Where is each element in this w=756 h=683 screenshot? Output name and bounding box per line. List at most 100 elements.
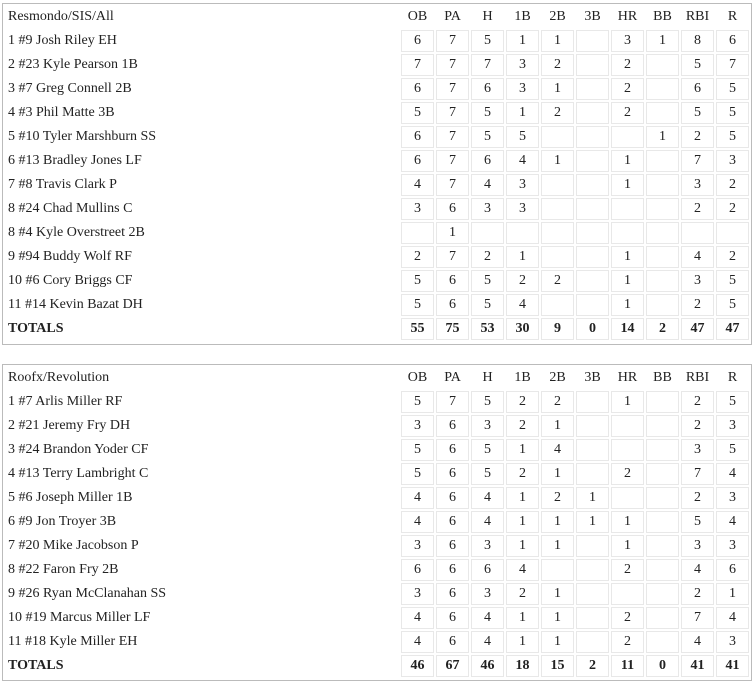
stat-cell: 1 [506,487,539,509]
stat-cell [716,222,749,244]
player-row: 9 #94 Buddy Wolf RF 2 7 2 1 1 4 2 [5,246,749,268]
stat-cell: 2 [611,78,644,100]
stat-cell: 4 [506,150,539,172]
total-cell: 15 [541,655,574,677]
stat-cell: 1 [576,511,609,533]
stat-cell: 2 [541,270,574,292]
stat-cell: 7 [436,391,469,413]
stat-cell [646,511,679,533]
stat-cell: 1 [541,463,574,485]
stat-cell: 6 [436,487,469,509]
stat-cell [541,294,574,316]
player-name: 5 #6 Joseph Miller 1B [8,490,133,505]
player-name: 6 #9 Jon Troyer 3B [8,514,117,529]
column-header: 1B [514,370,531,385]
stat-cell: 6 [436,270,469,292]
stat-cell [646,294,679,316]
stat-cell [611,487,644,509]
stat-cell: 1 [506,246,539,268]
stat-cell: 2 [681,391,714,413]
player-name: 7 #20 Mike Jacobson P [8,538,139,553]
stat-cell [646,198,679,220]
player-row: 6 #9 Jon Troyer 3B 4 6 4 1 1 1 1 5 4 [5,511,749,533]
stat-cell: 3 [611,30,644,52]
stat-cell: 1 [541,631,574,653]
player-row: 1 #9 Josh Riley EH 6 7 5 1 1 3 1 8 6 [5,30,749,52]
stat-cell [576,415,609,437]
stat-cell: 4 [401,174,434,196]
stat-cell: 3 [716,631,749,653]
stat-cell [646,174,679,196]
stat-cell [646,559,679,581]
totals-label: TOTALS [8,321,64,336]
stat-cell [646,54,679,76]
stat-cell: 3 [401,535,434,557]
stat-cell: 7 [681,607,714,629]
stat-cell: 6 [436,198,469,220]
column-header: 3B [584,370,601,385]
stat-cell: 2 [541,54,574,76]
stat-cell: 1 [541,150,574,172]
stat-cell: 3 [506,198,539,220]
stat-cell: 1 [506,607,539,629]
stat-cell: 1 [611,294,644,316]
stat-cell [646,631,679,653]
stat-cell: 5 [716,294,749,316]
stat-cell: 3 [471,415,504,437]
stat-cell: 5 [506,126,539,148]
stat-cell [576,174,609,196]
total-cell: 75 [436,318,469,340]
stat-cell: 7 [436,78,469,100]
stat-cell [646,102,679,124]
stat-cell [471,222,504,244]
stat-cell [611,415,644,437]
stat-cell: 4 [506,294,539,316]
stat-cell: 2 [681,198,714,220]
stat-cell [646,607,679,629]
player-name: 4 #3 Phil Matte 3B [8,105,115,120]
stat-cell: 6 [436,415,469,437]
column-header: BB [653,9,672,24]
total-cell: 11 [611,655,644,677]
stat-cell: 1 [611,270,644,292]
stat-cell: 4 [681,559,714,581]
stat-cell: 1 [576,487,609,509]
stat-cell [646,463,679,485]
stat-cell: 7 [436,54,469,76]
stat-cell [576,294,609,316]
column-header: RBI [685,9,710,24]
stat-cell: 2 [716,198,749,220]
total-cell: 9 [541,318,574,340]
stat-cell [576,631,609,653]
stat-cell: 5 [716,102,749,124]
stat-cell: 3 [401,198,434,220]
stat-cell: 5 [401,294,434,316]
stat-cell: 3 [471,583,504,605]
player-name: 8 #22 Faron Fry 2B [8,562,119,577]
player-row: 2 #21 Jeremy Fry DH 3 6 3 2 1 2 3 [5,415,749,437]
stat-cell: 2 [541,487,574,509]
stat-cell: 1 [611,391,644,413]
stat-cell: 2 [506,415,539,437]
stat-cell [646,391,679,413]
stat-cell: 6 [401,559,434,581]
stat-cell [541,246,574,268]
stat-cell: 6 [436,583,469,605]
stat-cell [611,222,644,244]
stat-cell: 5 [471,294,504,316]
team-box-score-roofx: Roofx/Revolution OB PA H 1B 2B 3B HR BB RBI R 1 #7 … [2,364,752,681]
stat-cell [646,78,679,100]
stat-cell: 3 [681,174,714,196]
stat-cell: 6 [471,559,504,581]
player-name: 9 #94 Buddy Wolf RF [8,249,132,264]
stat-cell: 6 [436,535,469,557]
player-row: 5 #6 Joseph Miller 1B 4 6 4 1 2 1 2 3 [5,487,749,509]
stat-cell [576,246,609,268]
stats-table: Resmondo/SIS/All OB PA H 1B 2B 3B HR BB RBI R 1 #9 … [3,4,751,342]
stat-cell: 4 [716,607,749,629]
stat-cell: 2 [541,102,574,124]
stat-cell: 5 [471,270,504,292]
stat-cell: 6 [436,439,469,461]
stat-cell: 7 [436,150,469,172]
